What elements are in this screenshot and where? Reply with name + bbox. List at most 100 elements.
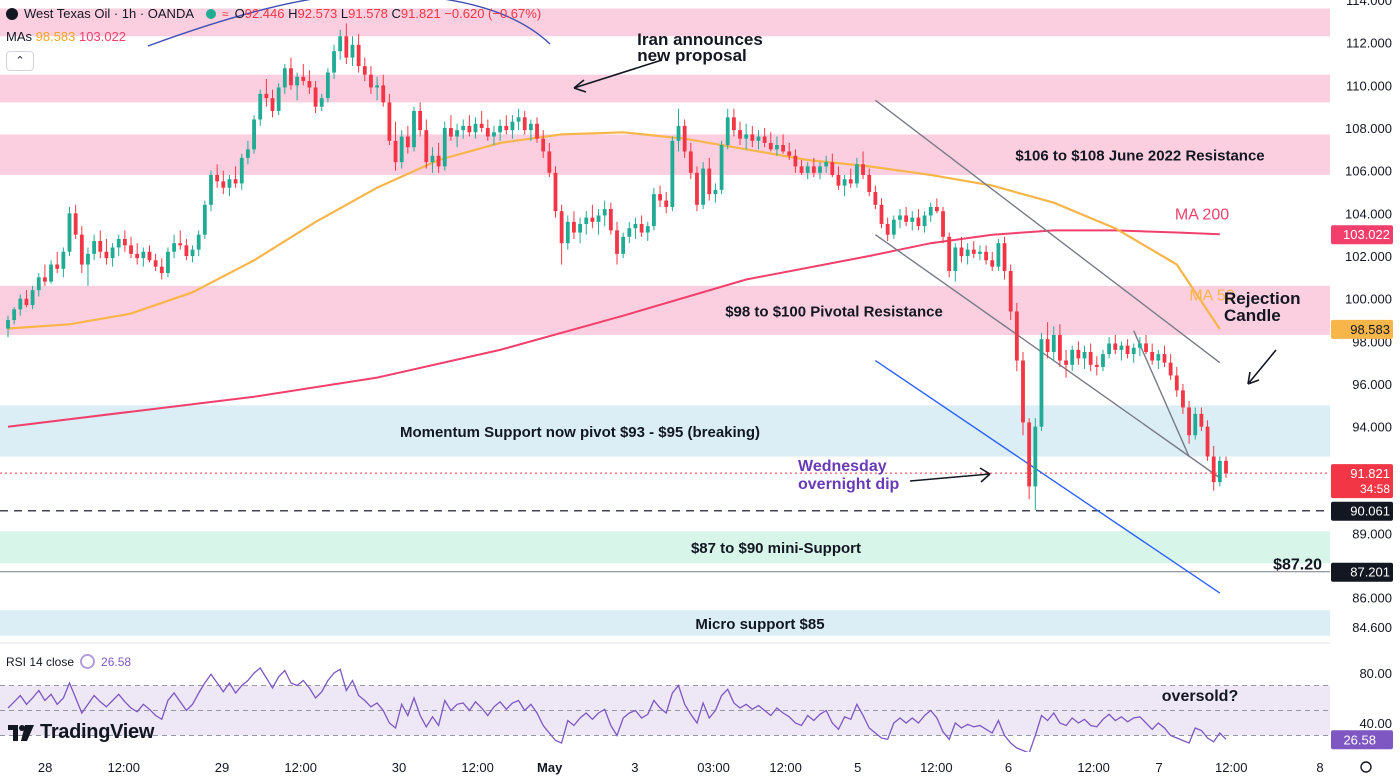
- settings-gear-icon[interactable]: [1360, 761, 1372, 773]
- candle[interactable]: [1101, 349, 1105, 372]
- candle[interactable]: [485, 119, 490, 141]
- candle[interactable]: [725, 108, 730, 150]
- candle[interactable]: [246, 140, 250, 165]
- candle[interactable]: [36, 273, 41, 297]
- candle[interactable]: [1168, 354, 1173, 380]
- candle[interactable]: [399, 130, 404, 169]
- candle[interactable]: [141, 247, 146, 267]
- candle[interactable]: [412, 106, 416, 152]
- candle[interactable]: [18, 294, 23, 316]
- candle[interactable]: [1199, 407, 1204, 431]
- candle[interactable]: [559, 204, 564, 265]
- candle[interactable]: [1156, 349, 1161, 370]
- candle[interactable]: [1094, 356, 1099, 376]
- candle[interactable]: [1217, 456, 1222, 487]
- candle[interactable]: [688, 142, 693, 180]
- candle[interactable]: [12, 307, 17, 325]
- candle[interactable]: [282, 64, 287, 94]
- candle[interactable]: [184, 238, 189, 261]
- candle[interactable]: [1008, 264, 1013, 320]
- candle[interactable]: [221, 170, 226, 195]
- candle[interactable]: [787, 142, 792, 160]
- collapse-legend-button[interactable]: ⌃: [6, 51, 34, 71]
- candle[interactable]: [1131, 343, 1136, 363]
- candle[interactable]: [344, 23, 349, 64]
- candle[interactable]: [922, 211, 927, 233]
- symbol-title[interactable]: West Texas Oil · 1h · OANDA: [24, 6, 195, 21]
- candle[interactable]: [1107, 337, 1112, 359]
- candle[interactable]: [1033, 418, 1038, 510]
- candle[interactable]: [455, 123, 459, 148]
- candle[interactable]: [1187, 401, 1191, 444]
- candle[interactable]: [104, 238, 109, 265]
- candle[interactable]: [615, 221, 619, 265]
- candle[interactable]: [707, 157, 712, 201]
- candle[interactable]: [202, 200, 207, 239]
- candle[interactable]: [565, 215, 570, 250]
- trend-line[interactable]: [874, 99, 1221, 364]
- candle[interactable]: [166, 247, 170, 278]
- candle[interactable]: [750, 125, 755, 148]
- candle[interactable]: [1224, 456, 1228, 478]
- candle[interactable]: [369, 66, 373, 94]
- candle[interactable]: [953, 243, 958, 282]
- candle[interactable]: [830, 153, 835, 178]
- candle[interactable]: [129, 236, 133, 259]
- candle[interactable]: [356, 34, 361, 73]
- candle[interactable]: [664, 192, 669, 214]
- candle[interactable]: [190, 245, 195, 263]
- candle[interactable]: [55, 251, 60, 274]
- candle[interactable]: [239, 153, 244, 190]
- candle[interactable]: [768, 132, 773, 152]
- candle[interactable]: [1150, 343, 1155, 365]
- candle[interactable]: [350, 36, 355, 67]
- candle[interactable]: [86, 247, 90, 286]
- candle[interactable]: [602, 200, 607, 227]
- candle[interactable]: [695, 166, 699, 212]
- candle[interactable]: [24, 290, 29, 308]
- candle[interactable]: [1174, 366, 1179, 397]
- candle[interactable]: [467, 115, 472, 137]
- candle[interactable]: [67, 206, 72, 256]
- candle[interactable]: [578, 217, 582, 244]
- candle[interactable]: [744, 123, 749, 150]
- candle[interactable]: [1002, 236, 1007, 280]
- candle[interactable]: [572, 211, 576, 239]
- candle[interactable]: [362, 57, 367, 82]
- candle[interactable]: [381, 74, 386, 107]
- candle[interactable]: [122, 230, 127, 252]
- candle[interactable]: [215, 164, 220, 188]
- candle[interactable]: [965, 243, 970, 265]
- candle[interactable]: [984, 245, 988, 265]
- candle[interactable]: [713, 183, 718, 203]
- candle[interactable]: [498, 119, 503, 141]
- candle[interactable]: [387, 93, 392, 146]
- candle[interactable]: [301, 64, 306, 86]
- candle[interactable]: [658, 185, 662, 207]
- candle[interactable]: [295, 72, 300, 101]
- candle[interactable]: [553, 166, 558, 218]
- candle[interactable]: [652, 187, 656, 231]
- candle[interactable]: [418, 102, 423, 137]
- candle[interactable]: [375, 76, 379, 101]
- candle[interactable]: [916, 209, 921, 231]
- candle[interactable]: [535, 117, 539, 143]
- candle[interactable]: [873, 185, 878, 210]
- candle[interactable]: [1211, 445, 1216, 491]
- candle[interactable]: [1064, 349, 1068, 378]
- candle[interactable]: [528, 119, 533, 141]
- candle[interactable]: [338, 29, 343, 60]
- candle[interactable]: [848, 168, 853, 188]
- candle[interactable]: [159, 258, 164, 280]
- candle[interactable]: [1058, 324, 1062, 367]
- candle[interactable]: [442, 121, 447, 171]
- candle[interactable]: [928, 202, 933, 222]
- candle[interactable]: [1137, 337, 1142, 357]
- candle[interactable]: [1205, 420, 1210, 461]
- candle[interactable]: [1045, 322, 1050, 359]
- candle[interactable]: [153, 253, 158, 271]
- ma-legend[interactable]: MAs 98.583 103.022: [6, 29, 126, 44]
- candle[interactable]: [73, 204, 78, 239]
- candle[interactable]: [6, 315, 10, 338]
- candle[interactable]: [799, 160, 804, 175]
